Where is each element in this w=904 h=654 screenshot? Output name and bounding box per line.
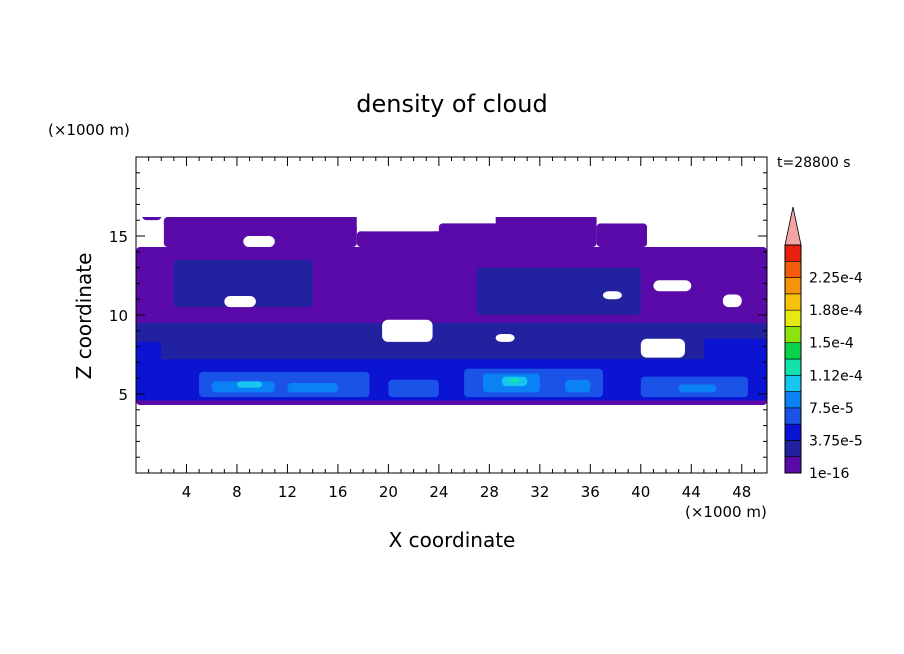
cloud-region-25 xyxy=(678,384,717,393)
x-tick-label: 4 xyxy=(182,483,192,501)
colorbar: 1e-16 3.75e-5 7.5e-5 1.12e-4 1.5e-4 1.88e-4 2.… xyxy=(784,206,863,482)
x-tick-label: 12 xyxy=(278,483,297,501)
x-tick-label: 24 xyxy=(429,483,448,501)
colorbar-label: 3.75e-5 xyxy=(809,433,863,449)
x-tick-label: 40 xyxy=(631,483,650,501)
colorbar-swatch xyxy=(784,374,802,392)
x-tick-label: 48 xyxy=(732,483,751,501)
x-tick-label: 44 xyxy=(682,483,701,501)
cloud-region-12 xyxy=(173,259,313,308)
clear-region-12 xyxy=(602,291,622,300)
colorbar-swatch xyxy=(784,244,802,262)
cloud-region-13 xyxy=(476,267,641,315)
clear-region-2 xyxy=(243,236,275,248)
colorbar-swatch xyxy=(784,423,802,441)
clear-region-6 xyxy=(382,319,433,342)
x-tick-label: 32 xyxy=(530,483,549,501)
clear-region-5 xyxy=(647,223,767,248)
plot-area xyxy=(136,157,767,406)
y-tick-label: 5 xyxy=(118,386,128,404)
chart-title: density of cloud xyxy=(356,90,547,118)
colorbar-swatch xyxy=(784,407,802,425)
y-axis-label: Z coordinate xyxy=(72,253,96,380)
colorbar-label: 1.12e-4 xyxy=(809,368,863,384)
clear-region-4 xyxy=(596,188,767,224)
cloud-region-28 xyxy=(509,378,520,383)
colorbar-swatch xyxy=(784,456,802,474)
clear-region-7 xyxy=(224,296,256,308)
colorbar-swatch xyxy=(784,293,802,311)
cloud-region-18 xyxy=(388,379,439,398)
x-tick-label: 8 xyxy=(232,483,242,501)
colorbar-label: 1.5e-4 xyxy=(809,336,854,352)
x-unit-label: (×1000 m) xyxy=(685,503,767,521)
clear-region-10 xyxy=(640,338,685,358)
cloud-region-24 xyxy=(565,379,591,393)
colorbar-swatch xyxy=(784,391,802,409)
time-label: t=28800 s xyxy=(777,155,851,171)
colorbar-swatch xyxy=(784,440,802,458)
colorbar-swatch xyxy=(784,358,802,376)
colorbar-swatch xyxy=(784,277,802,295)
colorbar-swatch xyxy=(784,260,802,278)
colorbar-swatch xyxy=(784,326,802,344)
x-tick-label: 28 xyxy=(480,483,499,501)
clear-region-3 xyxy=(356,204,439,232)
cloud-region-22 xyxy=(287,382,338,393)
x-tick-label: 36 xyxy=(581,483,600,501)
x-tick-label: 20 xyxy=(379,483,398,501)
colorbar-swatch xyxy=(784,342,802,360)
clear-region-11 xyxy=(495,333,515,342)
cloud-region-9 xyxy=(596,223,648,248)
colorbar-label: 1e-16 xyxy=(809,466,849,482)
colorbar-swatch xyxy=(784,309,802,327)
x-tick-label: 16 xyxy=(328,483,347,501)
y-tick-label: 15 xyxy=(109,228,128,246)
colorbar-label: 1.88e-4 xyxy=(809,303,863,319)
cloud-region-16 xyxy=(703,338,767,363)
clear-region-8 xyxy=(653,280,692,292)
colorbar-label: 2.25e-4 xyxy=(809,271,863,287)
cloud-region-15 xyxy=(136,341,162,360)
x-axis-label: X coordinate xyxy=(389,528,516,552)
y-unit-label: (×1000 m) xyxy=(48,121,130,139)
clear-region-9 xyxy=(722,294,742,308)
cloud-region-26 xyxy=(236,381,263,388)
colorbar-frame xyxy=(784,244,802,474)
y-tick-label: 10 xyxy=(109,307,128,325)
cloud-region-7 xyxy=(438,223,515,248)
colorbar-extend-arrow xyxy=(784,206,802,246)
clear-region-1 xyxy=(136,220,164,248)
colorbar-label: 7.5e-5 xyxy=(809,401,854,417)
